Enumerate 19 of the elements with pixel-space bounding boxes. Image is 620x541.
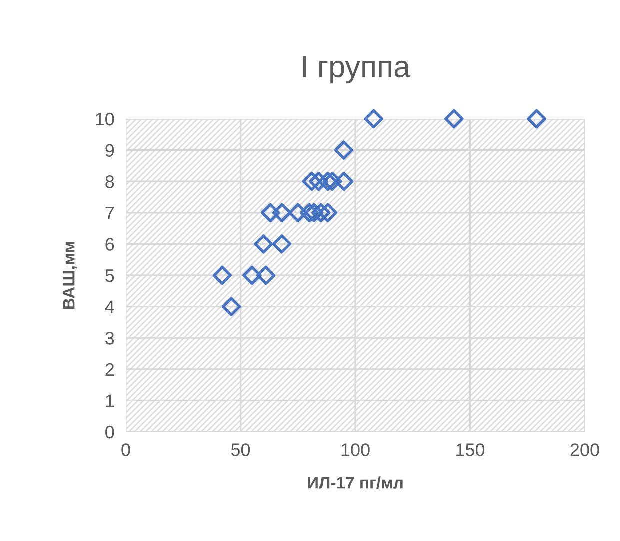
- x-tick-label: 0: [122, 444, 130, 456]
- y-tick-label: 4: [105, 300, 114, 314]
- y-tick-label: 7: [106, 207, 114, 220]
- y-tick-label: 6: [106, 238, 114, 251]
- y-axis-title: ВАШ,мм: [63, 242, 78, 310]
- y-tick-label: 5: [106, 270, 114, 282]
- y-tick-label: 0: [106, 426, 114, 439]
- y-tick-label: 8: [106, 176, 114, 188]
- y-tick-label: 10: [96, 112, 114, 126]
- chart-title: I группа: [303, 56, 411, 84]
- x-tick-label: 100: [342, 444, 370, 456]
- y-tick-label: 9: [106, 144, 114, 158]
- y-tick-label: 2: [106, 363, 114, 376]
- y-tick-label: 1: [106, 394, 114, 408]
- x-tick-label: 50: [231, 444, 250, 456]
- x-tick-label: 200: [570, 444, 600, 456]
- x-tick-label: 150: [456, 444, 485, 456]
- x-axis-title: ИЛ-17 пг/мл: [308, 476, 403, 490]
- y-tick-label: 3: [106, 332, 114, 345]
